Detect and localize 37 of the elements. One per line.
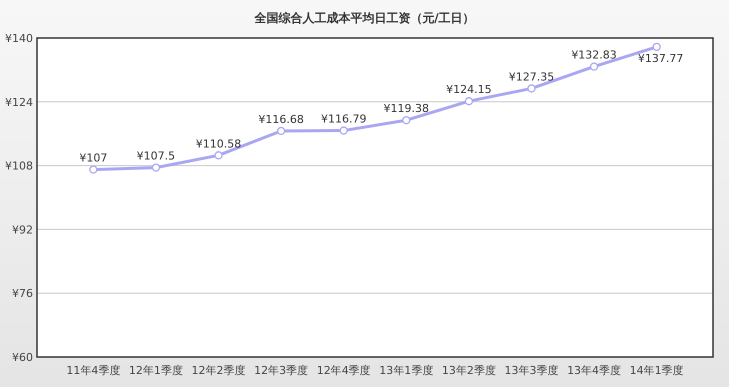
data-label: ¥132.83 [571,48,617,62]
data-label: ¥124.15 [446,83,492,96]
x-tick-label: 13年2季度 [442,364,496,377]
chart-title: 全国综合人工成本平均日工资（元/工日） [253,11,475,25]
point [89,165,98,174]
x-tick-label: 12年1季度 [128,364,183,377]
x-tick-label: 12年4季度 [316,364,371,377]
x-tick-label: 11年4季度 [66,364,120,377]
data-label: ¥110.58 [196,137,242,150]
point [464,97,474,106]
x-tick-label: 12年2季度 [192,364,246,377]
point [340,126,348,135]
data-label: ¥127.35 [508,70,554,84]
y-tick-label: ¥108 [5,160,33,173]
data-label: ¥137.77 [638,52,684,65]
data-label: ¥116.79 [320,112,366,126]
data-label: ¥116.68 [258,112,304,126]
data-label: ¥107.5 [136,150,176,163]
data-label: ¥107 [79,152,108,165]
point [152,163,160,172]
y-tick-label: ¥76 [12,287,33,300]
point [590,62,598,71]
x-tick-label: 13年4季度 [567,364,622,377]
x-tick-label: 14年1季度 [630,364,684,377]
y-tick-label: ¥92 [12,223,33,236]
y-tick-label: ¥140 [5,32,33,45]
point [527,84,536,93]
point [652,42,661,52]
y-tick-label: ¥60 [12,351,33,364]
point [214,151,223,160]
y-tick-label: ¥124 [5,96,33,109]
point [276,126,286,136]
x-tick-label: 13年3季度 [504,364,558,377]
x-tick-label: 12年3季度 [254,364,308,377]
point [402,116,410,124]
x-tick-label: 13年1季度 [379,364,434,377]
data-label: ¥119.38 [384,102,430,116]
